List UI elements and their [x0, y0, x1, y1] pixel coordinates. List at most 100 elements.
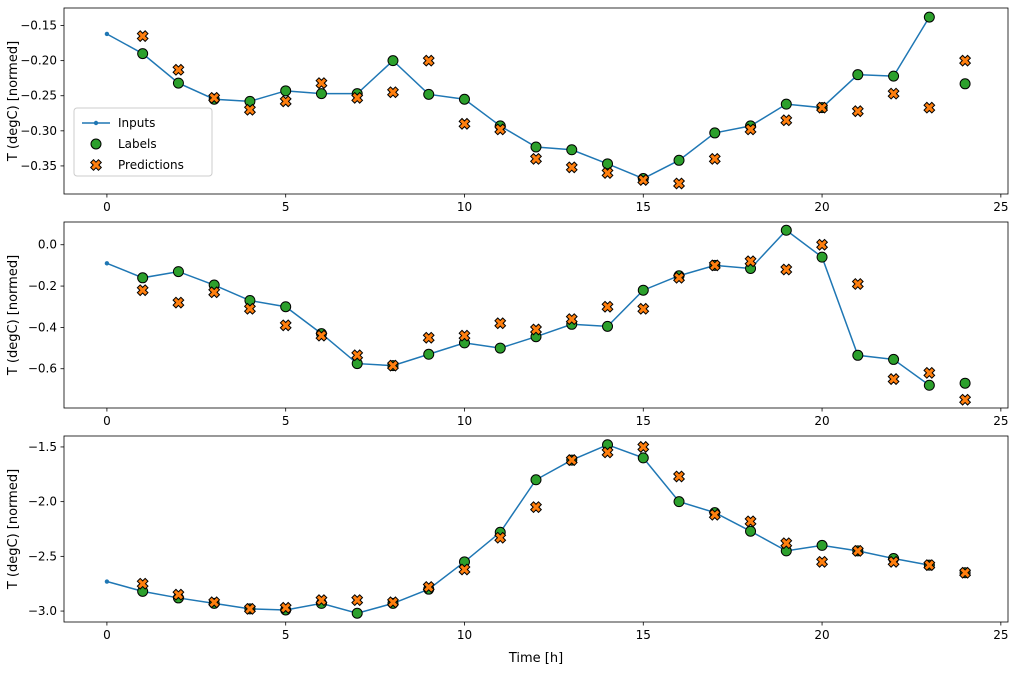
x-marker	[887, 87, 900, 100]
circle-marker	[816, 539, 828, 551]
circle-marker	[745, 525, 757, 537]
circle-marker	[637, 452, 649, 464]
x-marker	[923, 101, 936, 114]
x-tick-label: 0	[103, 628, 111, 642]
x-marker	[279, 319, 292, 332]
legend: Inputs Labels Predictions	[73, 107, 213, 177]
dot-marker	[104, 261, 110, 266]
circle-marker	[172, 77, 184, 89]
x-marker	[494, 123, 507, 136]
x-tick-label: 0	[103, 200, 111, 214]
x-marker	[923, 559, 936, 572]
legend-dot-marker	[93, 120, 99, 126]
x-marker	[780, 114, 793, 127]
circle-marker	[280, 301, 292, 313]
legend-frame	[73, 107, 213, 177]
circle-marker	[673, 154, 685, 166]
x-marker	[851, 105, 864, 118]
y-tick-label: −0.15	[20, 19, 57, 33]
x-marker	[601, 300, 614, 313]
x-marker	[780, 263, 793, 276]
x-tick-label: 20	[814, 200, 829, 214]
x-tick-label: 0	[103, 414, 111, 428]
x-marker	[136, 30, 149, 43]
x-marker	[422, 54, 435, 67]
x-marker	[208, 596, 221, 609]
x-marker	[458, 563, 471, 576]
line-path	[106, 229, 930, 386]
x-marker	[816, 555, 829, 568]
x-marker	[136, 577, 149, 590]
x-marker	[923, 366, 936, 379]
x-marker	[708, 508, 721, 521]
axes-frame	[63, 7, 1009, 195]
x-tick-label: 20	[814, 414, 829, 428]
x-marker	[959, 393, 972, 406]
x-tick-label: 5	[282, 414, 290, 428]
y-tick-label: −2.5	[28, 549, 57, 563]
x-marker	[351, 349, 364, 362]
x-marker	[172, 588, 185, 601]
circle-marker	[423, 348, 435, 360]
circle-marker	[780, 224, 792, 236]
y-tick-label: −0.25	[20, 89, 57, 103]
x-marker	[780, 537, 793, 550]
x-marker	[601, 166, 614, 179]
circle-marker	[923, 379, 935, 391]
series-predictions	[136, 440, 972, 615]
x-tick-label: 25	[993, 414, 1008, 428]
x-tick-label: 5	[282, 628, 290, 642]
circle-marker	[959, 377, 971, 389]
x-marker	[422, 331, 435, 344]
circle-marker	[351, 607, 363, 619]
y-axis-label: T (degC) [normed]	[6, 255, 21, 376]
axes-frame	[63, 435, 1009, 623]
y-tick-label: −1.5	[28, 440, 57, 454]
x-marker	[529, 152, 543, 165]
x-marker	[136, 284, 149, 297]
circle-marker	[888, 353, 900, 365]
x-marker	[565, 313, 578, 326]
x-marker	[529, 323, 543, 336]
y-tick-label: −3.0	[28, 604, 57, 618]
x-axis-label: Time [h]	[508, 651, 563, 666]
y-tick-label: −0.20	[20, 54, 57, 68]
axes-frame	[63, 221, 1009, 409]
x-marker	[851, 277, 864, 291]
legend-label: Inputs	[118, 116, 155, 130]
x-tick-label: 10	[457, 628, 472, 642]
subplot-2: 0 5 10 15 20 25 0.0 −0.2 −0.4 −0.6 T (degC) [norme…	[6, 221, 1009, 428]
x-marker	[458, 329, 471, 342]
x-marker	[637, 440, 650, 453]
circle-marker	[602, 320, 614, 332]
circle-marker	[566, 144, 578, 156]
dot-marker	[104, 579, 110, 584]
circle-marker	[280, 85, 292, 97]
x-marker	[959, 54, 972, 67]
legend-label: Labels	[118, 137, 157, 151]
x-marker	[959, 566, 972, 579]
x-marker	[673, 271, 686, 284]
circle-marker	[530, 141, 542, 153]
x-marker	[208, 286, 221, 299]
line-path	[106, 443, 930, 615]
circle-marker	[673, 496, 685, 508]
x-tick-label: 15	[636, 414, 651, 428]
subplot-3: 0 5 10 15 20 25 −1.5 −2.0 −2.5 −3.0 T (degC) [norm…	[6, 435, 1009, 666]
circle-marker	[888, 70, 900, 82]
x-marker	[816, 101, 829, 114]
x-marker	[279, 601, 292, 614]
circle-marker	[816, 251, 828, 263]
circle-marker	[852, 349, 864, 361]
x-tick-label: 5	[282, 200, 290, 214]
x-marker	[208, 91, 221, 104]
x-tick-label: 20	[814, 628, 829, 642]
legend-circle-marker	[90, 138, 102, 150]
x-marker	[172, 296, 185, 309]
x-marker	[708, 152, 721, 165]
legend-label: Predictions	[118, 158, 184, 172]
x-tick-label: 15	[636, 628, 651, 642]
x-marker	[529, 501, 543, 514]
y-tick-label: −0.30	[20, 124, 57, 138]
